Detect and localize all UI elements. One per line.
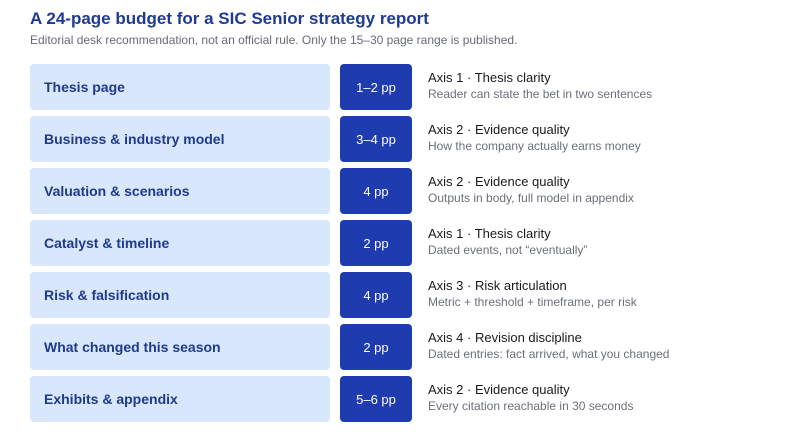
page-count-badge: 2 pp: [340, 220, 412, 266]
page-subtitle: Editorial desk recommendation, not an of…: [30, 33, 518, 47]
section-label: Exhibits & appendix: [30, 376, 330, 422]
axis-title: Axis 2 · Evidence quality: [428, 122, 570, 137]
axis-note: Metric + threshold + timeframe, per risk: [428, 295, 637, 309]
page-count-badge: 4 pp: [340, 168, 412, 214]
budget-row-risk: Risk & falsification 4 pp Axis 3 · Risk …: [30, 272, 770, 318]
budget-row-business-model: Business & industry model 3–4 pp Axis 2 …: [30, 116, 770, 162]
axis-title: Axis 4 · Revision discipline: [428, 330, 582, 345]
axis-block: Axis 3 · Risk articulation Metric + thre…: [428, 278, 770, 310]
page-count-badge: 4 pp: [340, 272, 412, 318]
section-label: What changed this season: [30, 324, 330, 370]
page-count-badge: 2 pp: [340, 324, 412, 370]
section-label: Business & industry model: [30, 116, 330, 162]
axis-title: Axis 2 · Evidence quality: [428, 382, 570, 397]
axis-note: Dated entries: fact arrived, what you ch…: [428, 347, 670, 361]
axis-block: Axis 2 · Evidence quality How the compan…: [428, 122, 770, 154]
budget-row-what-changed: What changed this season 2 pp Axis 4 · R…: [30, 324, 770, 370]
budget-row-thesis: Thesis page 1–2 pp Axis 1 · Thesis clari…: [30, 64, 770, 110]
page-count-badge: 3–4 pp: [340, 116, 412, 162]
axis-note: How the company actually earns money: [428, 139, 641, 153]
axis-note: Every citation reachable in 30 seconds: [428, 399, 634, 413]
section-label: Catalyst & timeline: [30, 220, 330, 266]
axis-block: Axis 1 · Thesis clarity Reader can state…: [428, 70, 770, 102]
section-label: Risk & falsification: [30, 272, 330, 318]
section-label: Valuation & scenarios: [30, 168, 330, 214]
axis-title: Axis 1 · Thesis clarity: [428, 226, 551, 241]
axis-note: Outputs in body, full model in appendix: [428, 191, 634, 205]
axis-block: Axis 1 · Thesis clarity Dated events, no…: [428, 226, 770, 258]
budget-row-exhibits: Exhibits & appendix 5–6 pp Axis 2 · Evid…: [30, 376, 770, 422]
budget-row-valuation: Valuation & scenarios 4 pp Axis 2 · Evid…: [30, 168, 770, 214]
axis-note: Dated events, not “eventually”: [428, 243, 588, 257]
page-count-badge: 5–6 pp: [340, 376, 412, 422]
axis-block: Axis 2 · Evidence quality Outputs in bod…: [428, 174, 770, 206]
budget-rows: Thesis page 1–2 pp Axis 1 · Thesis clari…: [30, 64, 770, 428]
section-label: Thesis page: [30, 64, 330, 110]
axis-block: Axis 2 · Evidence quality Every citation…: [428, 382, 770, 414]
budget-row-catalyst: Catalyst & timeline 2 pp Axis 1 · Thesis…: [30, 220, 770, 266]
axis-title: Axis 3 · Risk articulation: [428, 278, 567, 293]
axis-note: Reader can state the bet in two sentence…: [428, 87, 653, 101]
axis-title: Axis 1 · Thesis clarity: [428, 70, 551, 85]
page-title: A 24-page budget for a SIC Senior strate…: [30, 9, 429, 28]
axis-title: Axis 2 · Evidence quality: [428, 174, 570, 189]
page-count-badge: 1–2 pp: [340, 64, 412, 110]
axis-block: Axis 4 · Revision discipline Dated entri…: [428, 330, 770, 362]
